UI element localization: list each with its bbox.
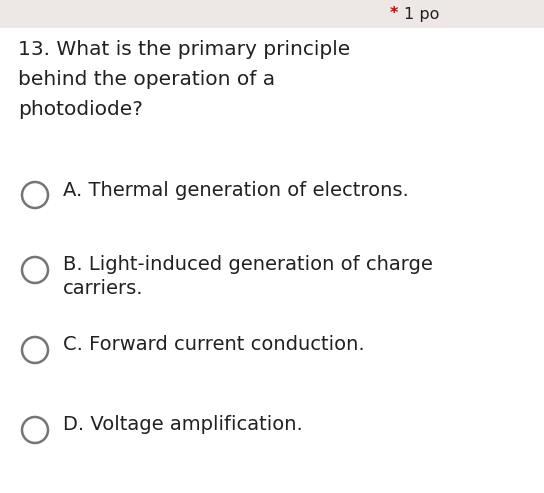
Text: 13. What is the primary principle: 13. What is the primary principle (18, 40, 350, 59)
Text: behind the operation of a: behind the operation of a (18, 70, 275, 89)
Text: 1 po: 1 po (404, 6, 440, 22)
Text: photodiode?: photodiode? (18, 100, 143, 119)
Text: B. Light-induced generation of charge: B. Light-induced generation of charge (63, 255, 433, 275)
Text: *: * (390, 6, 404, 22)
Bar (0, 0, 544, 28)
Text: A. Thermal generation of electrons.: A. Thermal generation of electrons. (63, 180, 409, 200)
Text: D. Voltage amplification.: D. Voltage amplification. (63, 416, 303, 434)
Text: carriers.: carriers. (63, 279, 144, 297)
Text: C. Forward current conduction.: C. Forward current conduction. (63, 336, 364, 354)
